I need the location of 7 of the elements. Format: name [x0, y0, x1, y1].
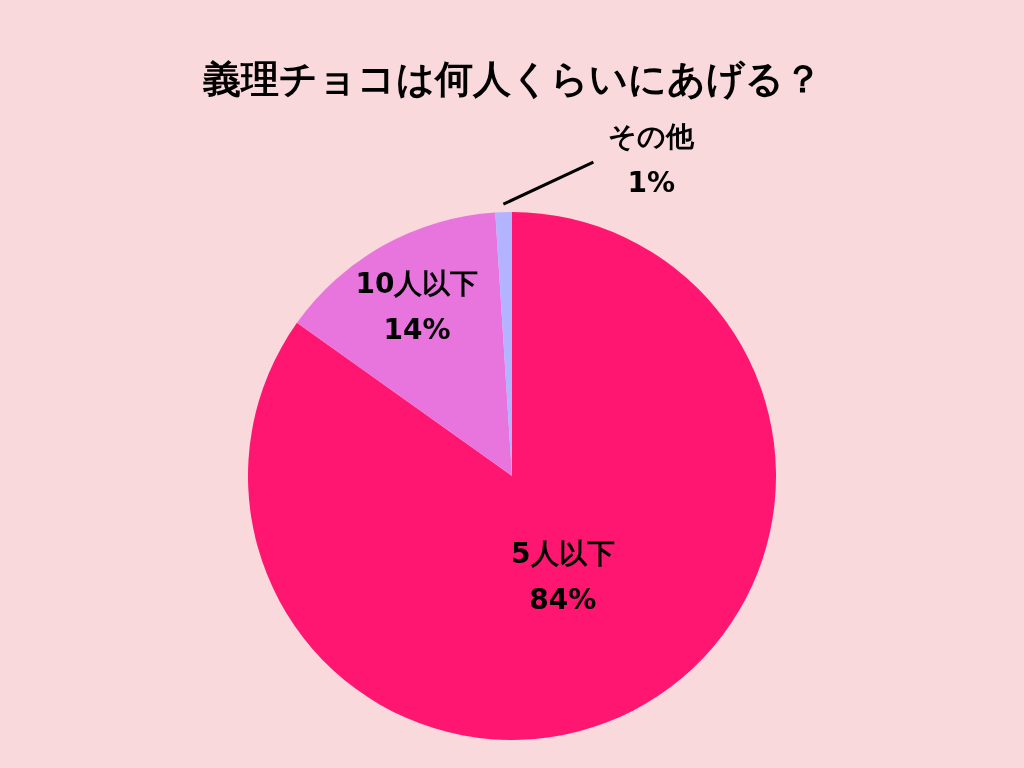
chart-title: 義理チョコは何人くらいにあげる？: [201, 57, 822, 101]
data-label: 84%: [529, 582, 597, 616]
slice-label: 10人以下: [355, 267, 479, 301]
data-label: 14%: [383, 313, 451, 347]
data-label: 1%: [627, 166, 676, 200]
slice-label: 5人以下: [511, 536, 615, 570]
slice-label: その他: [608, 120, 696, 154]
